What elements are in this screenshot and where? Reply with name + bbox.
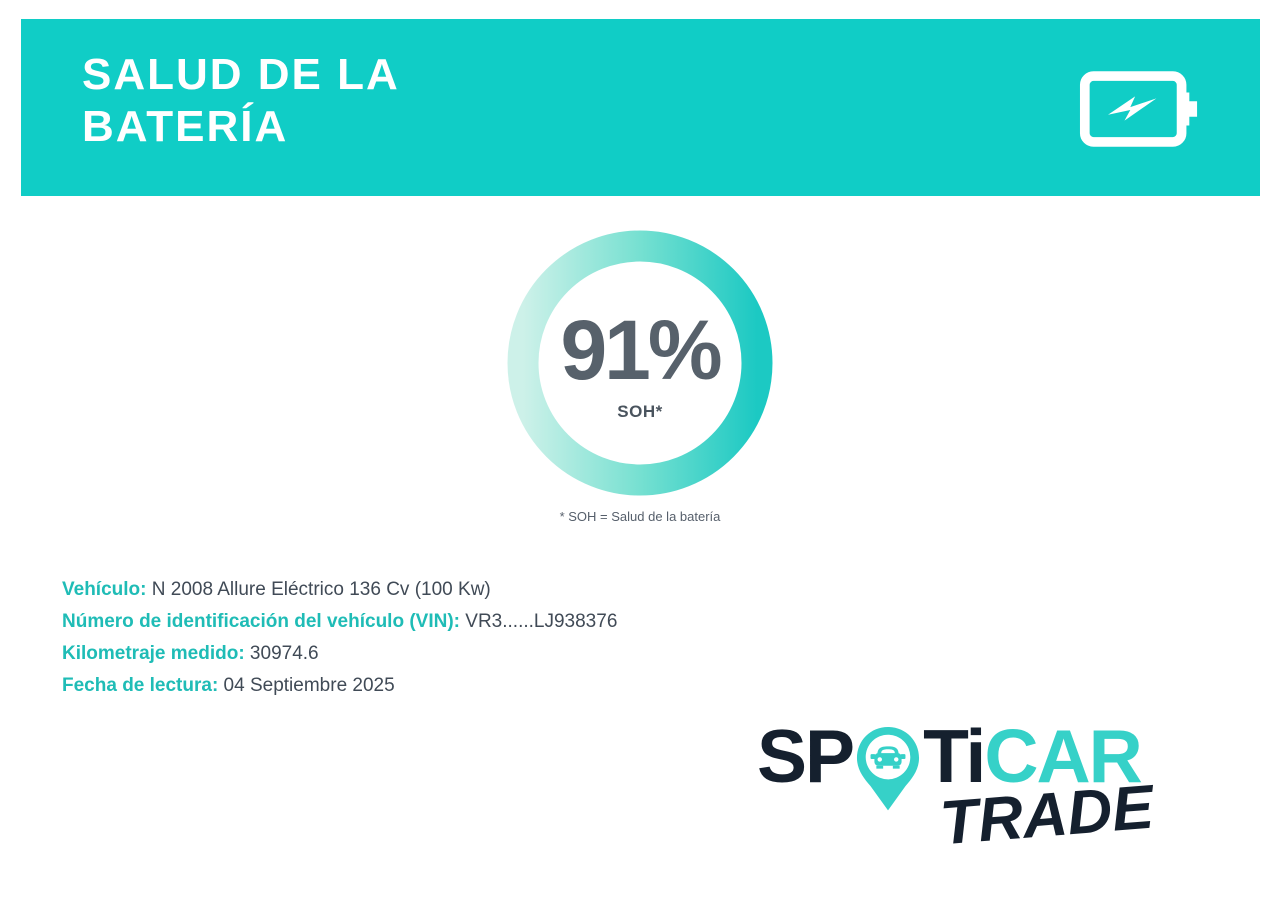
reading-date-label: Fecha de lectura: (62, 675, 219, 696)
soh-value: 91% (560, 303, 722, 397)
battery-charging-icon (1079, 70, 1199, 148)
page-title-line1: SALUD DE LA (82, 50, 400, 99)
soh-unit-label: SOH* (617, 402, 663, 421)
logo-text-car: CAR (984, 714, 1142, 798)
vehicle-row: Vehículo: N 2008 Allure Eléctrico 136 Cv… (62, 574, 617, 606)
mileage-row: Kilometraje medido: 30974.6 (62, 638, 617, 670)
logo-text-ti: Ti (923, 714, 986, 798)
header-banner: SALUD DE LA BATERÍA (21, 19, 1260, 196)
map-pin-car-icon (855, 725, 921, 822)
page-title-line2: BATERÍA (82, 102, 289, 151)
mileage-value: 30974.6 (244, 643, 319, 664)
vehicle-value: N 2008 Allure Eléctrico 136 Cv (100 Kw) (146, 579, 491, 600)
soh-footnote: * SOH = Salud de la batería (559, 509, 721, 524)
vin-value: VR3......LJ938376 (460, 611, 618, 632)
vehicle-info-block: Vehículo: N 2008 Allure Eléctrico 136 Cv… (62, 574, 617, 702)
soh-gauge: 91% SOH* (505, 228, 775, 498)
page-title: SALUD DE LA BATERÍA (82, 49, 400, 153)
soh-gauge-ring (507, 230, 773, 496)
logo-text-sp: SP (757, 714, 855, 798)
reading-date-value: 04 Septiembre 2025 (218, 675, 395, 696)
vehicle-label: Vehículo: (62, 579, 147, 600)
vin-label: Número de identificación del vehículo (V… (62, 611, 460, 632)
logo-tagline-trade: TRADE (937, 772, 1156, 859)
spoticar-logo: SP Ti CAR (757, 714, 1143, 822)
reading-date-row: Fecha de lectura: 04 Septiembre 2025 (62, 670, 617, 702)
mileage-label: Kilometraje medido: (62, 643, 245, 664)
vin-row: Número de identificación del vehículo (V… (62, 606, 617, 638)
